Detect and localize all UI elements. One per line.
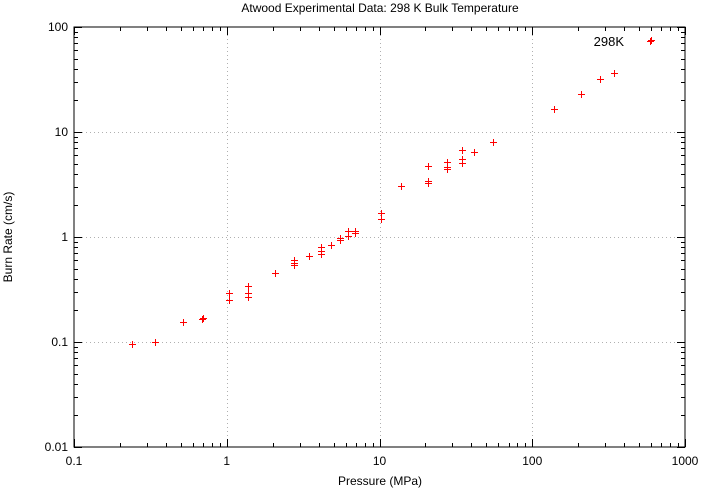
- data-point: [245, 290, 252, 297]
- data-point: [226, 297, 233, 304]
- data-point: [444, 159, 451, 166]
- data-point: [578, 91, 585, 98]
- x-tick-label: 10: [373, 454, 387, 468]
- data-point: [180, 319, 187, 326]
- data-point: [459, 156, 466, 163]
- grid-layer: [74, 27, 685, 447]
- x-tick-label: 1: [223, 454, 230, 468]
- legend-marker-symbol: [648, 37, 655, 44]
- data-point: [352, 228, 359, 235]
- y-tick-label: 1: [61, 230, 68, 244]
- data-point: [226, 290, 233, 297]
- y-axis-label: Burn Rate (cm/s): [1, 192, 15, 283]
- data-point: [398, 183, 405, 190]
- data-point: [345, 228, 352, 235]
- data-point: [129, 341, 136, 348]
- data-point: [597, 76, 604, 83]
- data-point: [611, 70, 618, 77]
- legend-label-298k: 298K: [594, 34, 625, 49]
- x-tick-label: 1000: [672, 454, 699, 468]
- data-point: [272, 270, 279, 277]
- data-point: [199, 316, 206, 323]
- data-point: [200, 315, 207, 322]
- data-point: [378, 216, 385, 223]
- data-point: [425, 178, 432, 185]
- data-point: [378, 210, 385, 217]
- data-point: [306, 253, 313, 260]
- y-tick-label: 0.01: [45, 440, 69, 454]
- y-tick-label: 10: [55, 125, 69, 139]
- y-tick-label: 0.1: [51, 335, 68, 349]
- chart-title: Atwood Experimental Data: 298 K Bulk Tem…: [241, 1, 519, 15]
- data-point: [291, 257, 298, 264]
- data-point: [245, 283, 252, 290]
- points-layer: [129, 38, 654, 348]
- data-point: [647, 38, 654, 45]
- data-point: [425, 163, 432, 170]
- data-point: [471, 149, 478, 156]
- data-point: [490, 139, 497, 146]
- data-point: [328, 242, 335, 249]
- y-tick-label: 100: [48, 20, 68, 34]
- plot-frame: [73, 26, 686, 448]
- data-point: [459, 147, 466, 154]
- x-axis-label: Pressure (MPa): [338, 474, 422, 488]
- x-tick-label: 100: [522, 454, 542, 468]
- data-point: [318, 244, 325, 251]
- legend: 298K: [594, 34, 655, 49]
- data-point: [337, 235, 344, 242]
- data-point: [551, 106, 558, 113]
- x-tick-label: 0.1: [66, 454, 83, 468]
- data-point: [152, 339, 159, 346]
- legend-marker: [648, 37, 655, 44]
